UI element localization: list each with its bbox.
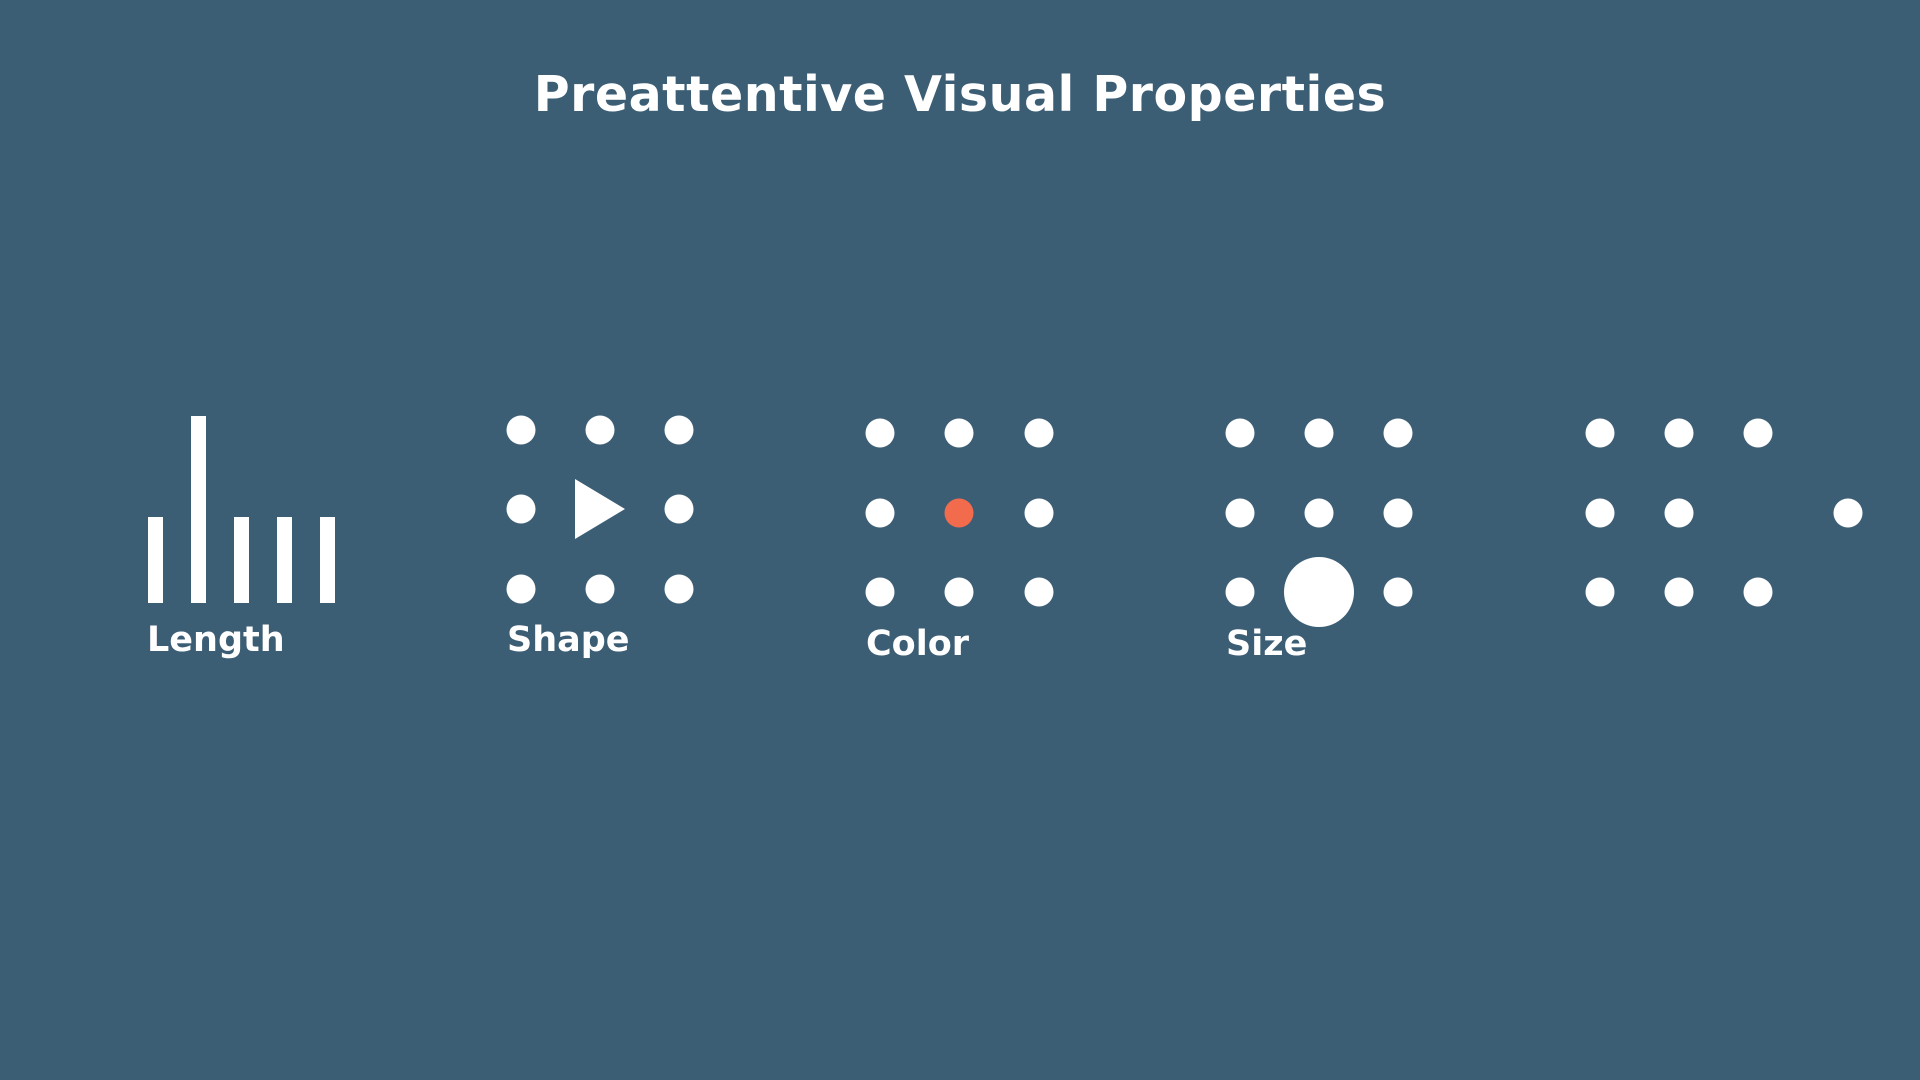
color-dot (865, 577, 895, 607)
position-dot (1664, 577, 1694, 607)
position-dot (1743, 418, 1773, 448)
size-dot (1304, 498, 1334, 528)
position-displaced-dot (1833, 498, 1863, 528)
triangle-mark (575, 479, 625, 539)
position-dot (1585, 577, 1615, 607)
size-dot (1225, 498, 1255, 528)
shape-dot (664, 415, 694, 445)
color-dot (1024, 577, 1054, 607)
color-dot (865, 418, 895, 448)
shape-dot (506, 574, 536, 604)
size-large-dot (1284, 557, 1354, 627)
length-bar (148, 517, 163, 603)
color-dot (1024, 498, 1054, 528)
length-label: Length (147, 620, 285, 660)
color-label: Color (866, 624, 970, 664)
slide-title: Preattentive Visual Properties (533, 66, 1387, 123)
shape-dot (506, 415, 536, 445)
position-dot (1664, 498, 1694, 528)
shape-dot (506, 494, 536, 524)
size-dot (1383, 577, 1413, 607)
shape-label: Shape (507, 620, 630, 660)
position-dot (1664, 418, 1694, 448)
color-highlight-dot (944, 498, 974, 528)
color-dot (944, 577, 974, 607)
size-dot (1383, 498, 1413, 528)
shape-dot (664, 494, 694, 524)
position-dot (1585, 498, 1615, 528)
color-dot (1024, 418, 1054, 448)
size-dot (1225, 577, 1255, 607)
color-dot (944, 418, 974, 448)
length-bar (234, 517, 249, 603)
position-dot (1743, 577, 1773, 607)
size-dot (1225, 418, 1255, 448)
color-dot (865, 498, 895, 528)
size-dot (1383, 418, 1413, 448)
shape-dot (585, 415, 615, 445)
length-bar (277, 517, 292, 603)
shape-dot (585, 574, 615, 604)
shape-dot (664, 574, 694, 604)
size-dot (1304, 418, 1334, 448)
size-label: Size (1226, 624, 1308, 664)
position-dot (1585, 418, 1615, 448)
length-bar-tall (191, 416, 206, 603)
length-bar (320, 517, 335, 603)
